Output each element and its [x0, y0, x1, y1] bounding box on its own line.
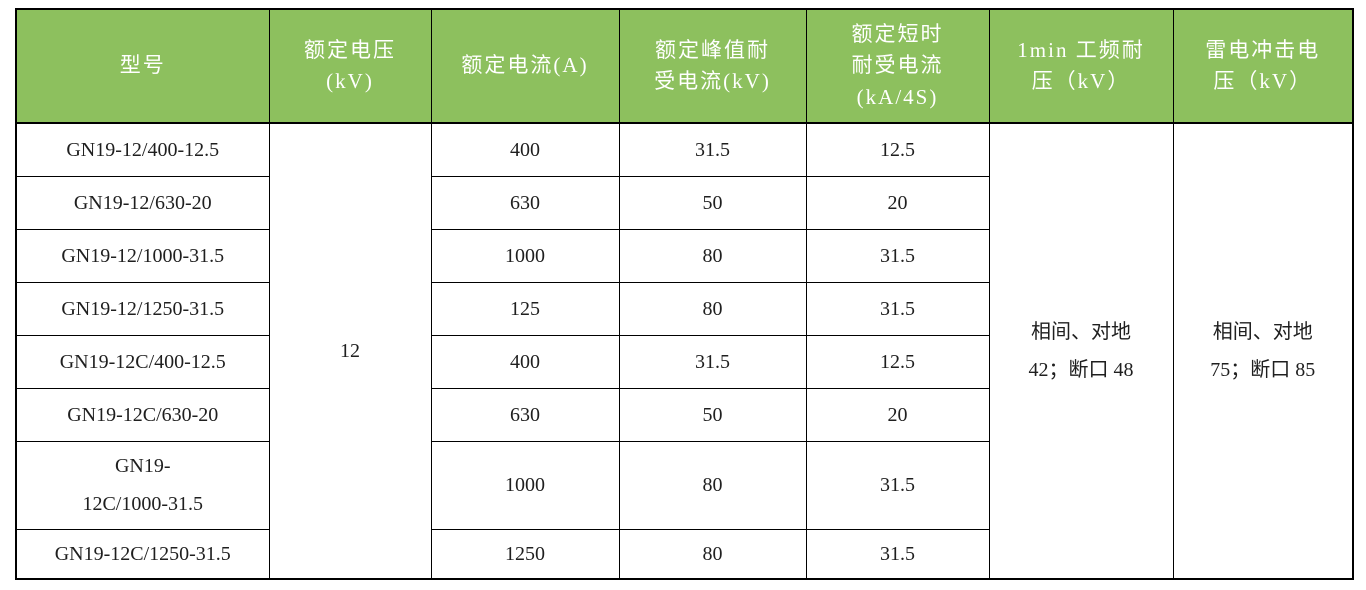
cell-peak: 50	[618, 387, 807, 442]
cell-model: GN19- 12C/1000-31.5	[15, 440, 270, 530]
cell-current: 1250	[430, 528, 620, 580]
header-power-freq-withstand-voltage: 1min 工频耐 压（kV）	[988, 8, 1174, 124]
cell-current: 125	[430, 281, 620, 336]
cell-short-time: 12.5	[805, 122, 990, 177]
cell-current: 1000	[430, 440, 620, 530]
table-row: GN19-12/630-20 630 50 20	[15, 175, 1353, 230]
cell-peak: 80	[618, 281, 807, 336]
cell-lightning-impulse: 相间、对地 75；断口 85	[1172, 122, 1354, 580]
header-peak-withstand-current: 额定峰值耐 受电流(kV)	[618, 8, 807, 124]
cell-peak: 31.5	[618, 122, 807, 177]
cell-model: GN19-12/630-20	[15, 175, 270, 230]
cell-peak: 80	[618, 528, 807, 580]
cell-current: 630	[430, 387, 620, 442]
cell-peak: 50	[618, 175, 807, 230]
cell-short-time: 12.5	[805, 334, 990, 389]
cell-model: GN19-12C/400-12.5	[15, 334, 270, 389]
table-row: GN19- 12C/1000-31.5 1000 80 31.5	[15, 440, 1353, 530]
cell-current: 1000	[430, 228, 620, 283]
header-lightning-impulse-voltage: 雷电冲击电 压（kV）	[1172, 8, 1354, 124]
switch-spec-table: 型号 额定电压 (kV) 额定电流(A) 额定峰值耐 受电流(kV) 额定短时 …	[15, 8, 1354, 580]
cell-model: GN19-12/400-12.5	[15, 122, 270, 177]
cell-current: 400	[430, 122, 620, 177]
cell-model: GN19-12C/630-20	[15, 387, 270, 442]
cell-current: 400	[430, 334, 620, 389]
table-row: GN19-12/400-12.5 12 400 31.5 12.5 相间、对地 …	[15, 122, 1354, 580]
header-row: 型号 额定电压 (kV) 额定电流(A) 额定峰值耐 受电流(kV) 额定短时 …	[15, 8, 1354, 124]
cell-model: GN19-12/1000-31.5	[15, 228, 270, 283]
table-row: GN19-12C/1250-31.5 1250 80 31.5	[15, 528, 1353, 580]
header-short-time-withstand-current: 额定短时 耐受电流 (kA/4S)	[805, 8, 990, 124]
cell-short-time: 20	[805, 387, 990, 442]
header-rated-voltage: 额定电压 (kV)	[268, 8, 432, 124]
cell-power-freq-withstand: 相间、对地 42；断口 48	[988, 122, 1174, 580]
cell-short-time: 31.5	[805, 228, 990, 283]
cell-short-time: 31.5	[805, 281, 990, 336]
header-rated-current: 额定电流(A)	[430, 8, 620, 124]
cell-peak: 80	[618, 228, 807, 283]
cell-current: 630	[430, 175, 620, 230]
table-row: GN19-12/1250-31.5 125 80 31.5	[15, 281, 1353, 336]
cell-model: GN19-12C/1250-31.5	[15, 528, 270, 580]
cell-peak: 31.5	[618, 334, 807, 389]
table-row: GN19-12C/400-12.5 400 31.5 12.5	[15, 334, 1353, 389]
cell-peak: 80	[618, 440, 807, 530]
cell-short-time: 20	[805, 175, 990, 230]
cell-short-time: 31.5	[805, 440, 990, 530]
cell-short-time: 31.5	[805, 528, 990, 580]
cell-model: GN19-12/1250-31.5	[15, 281, 270, 336]
table-row: GN19-12C/630-20 630 50 20	[15, 387, 1353, 442]
cell-rated-voltage: 12	[268, 122, 432, 580]
table-row: GN19-12/1000-31.5 1000 80 31.5	[15, 228, 1353, 283]
header-model: 型号	[15, 8, 270, 124]
